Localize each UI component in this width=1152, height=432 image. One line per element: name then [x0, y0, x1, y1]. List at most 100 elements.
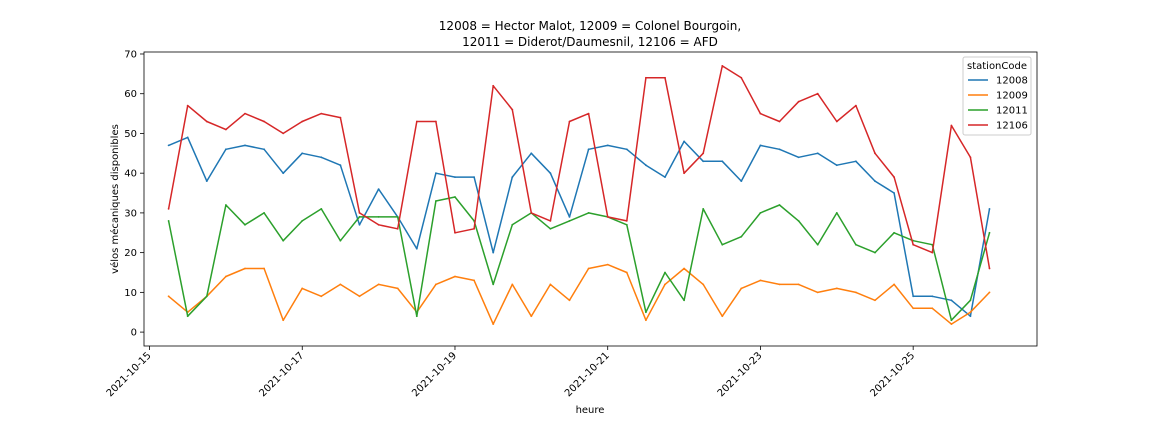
data-point-12009 — [167, 295, 170, 298]
data-point-12009 — [473, 279, 475, 282]
data-point-12011 — [282, 239, 285, 242]
data-point-12009 — [530, 315, 533, 318]
data-point-12009 — [625, 271, 628, 274]
data-point-12106 — [855, 104, 857, 107]
data-point-12008 — [568, 216, 571, 218]
data-point-12008 — [377, 188, 380, 191]
series-12009 — [167, 263, 991, 325]
data-point-12106 — [225, 128, 227, 131]
data-point-12009 — [511, 283, 514, 286]
data-point-12106 — [702, 152, 705, 155]
data-point-12008 — [721, 160, 724, 163]
data-point-12009 — [492, 323, 495, 325]
legend-title: stationCode — [967, 61, 1027, 72]
data-point-12009 — [778, 283, 781, 286]
data-point-12106 — [874, 152, 876, 155]
data-point-12009 — [912, 307, 915, 310]
data-point-12106 — [835, 120, 838, 123]
data-point-12008 — [855, 160, 857, 163]
data-point-12011 — [759, 212, 762, 214]
data-point-12009 — [855, 291, 857, 294]
series-line-12008 — [168, 136, 991, 317]
data-point-12008 — [702, 160, 705, 163]
data-point-12009 — [835, 287, 838, 290]
series-12106 — [167, 65, 991, 270]
chart-title-line-2: 12011 = Diderot/Daumesnil, 12106 = AFD — [462, 35, 718, 49]
series-line-12011 — [167, 196, 991, 321]
data-point-12008 — [625, 148, 628, 151]
data-point-12009 — [435, 283, 437, 286]
legend-label: 12009 — [996, 91, 1028, 102]
data-point-12008 — [320, 156, 323, 159]
data-point-12011 — [778, 204, 781, 206]
y-tick-label: 10 — [124, 288, 137, 299]
data-point-12008 — [339, 164, 342, 167]
data-point-12011 — [396, 216, 399, 218]
data-point-12008 — [511, 176, 514, 179]
data-point-12009 — [606, 263, 609, 266]
legend-box — [962, 56, 1032, 136]
data-point-12106 — [205, 120, 208, 123]
data-point-12009 — [320, 295, 323, 298]
data-point-12008 — [549, 172, 552, 175]
data-point-12009 — [816, 291, 819, 294]
data-point-12106 — [263, 120, 265, 123]
data-point-12011 — [721, 243, 724, 246]
x-tick-label: 2021-10-17 — [257, 350, 306, 399]
data-point-12011 — [568, 220, 571, 222]
data-point-12011 — [244, 223, 246, 226]
data-point-12008 — [835, 164, 838, 167]
data-point-12008 — [759, 144, 762, 147]
x-tick-label: 2021-10-21 — [563, 350, 612, 399]
data-point-12009 — [568, 299, 571, 302]
data-point-12011 — [816, 243, 819, 246]
data-point-12008 — [969, 315, 972, 318]
data-point-12009 — [931, 307, 934, 310]
data-point-12009 — [759, 279, 762, 282]
data-point-12106 — [568, 120, 571, 123]
data-point-12106 — [549, 220, 552, 222]
x-tick-label: 2021-10-15 — [105, 350, 154, 399]
data-point-12011 — [377, 216, 380, 218]
legend-label: 12011 — [996, 106, 1028, 117]
data-point-12009 — [740, 287, 743, 290]
data-point-12008 — [645, 164, 647, 167]
x-axis: 2021-10-15 2021-10-17 2021-10-19 2021-10-21… — [105, 346, 917, 399]
legend-entry-12011: 12011 — [968, 106, 1028, 117]
data-point-12106 — [320, 112, 323, 115]
data-point-12008 — [205, 180, 208, 183]
data-point-12106 — [244, 112, 246, 115]
data-point-12011 — [435, 200, 437, 202]
data-point-12009 — [645, 319, 647, 322]
data-point-12009 — [969, 311, 972, 314]
data-point-12011 — [415, 315, 418, 318]
data-point-12011 — [950, 319, 953, 322]
data-point-12011 — [683, 299, 685, 302]
chart-title-line-1: 12008 = Hector Malot, 12009 = Colonel Bo… — [439, 19, 741, 33]
data-point-12106 — [797, 100, 800, 103]
data-point-12008 — [931, 295, 934, 298]
y-tick-label: 30 — [124, 208, 137, 219]
data-point-12011 — [358, 216, 361, 218]
data-point-12008 — [912, 295, 915, 298]
x-tick-label: 2021-10-23 — [716, 350, 765, 399]
data-point-12106 — [721, 65, 724, 67]
series-12011 — [167, 196, 991, 322]
data-point-12106 — [415, 120, 418, 123]
data-point-12009 — [301, 287, 304, 290]
data-point-12106 — [759, 112, 762, 115]
legend-entry-12008: 12008 — [968, 76, 1028, 87]
data-point-12106 — [912, 243, 915, 246]
data-point-12008 — [263, 148, 265, 151]
data-point-12011 — [167, 220, 170, 222]
data-point-12106 — [396, 227, 399, 230]
data-point-12008 — [606, 144, 609, 147]
legend-label: 12008 — [996, 76, 1028, 87]
data-point-12009 — [950, 323, 953, 325]
data-point-12106 — [740, 76, 743, 79]
data-point-12106 — [377, 223, 380, 226]
data-point-12009 — [377, 283, 380, 286]
data-point-12011 — [893, 231, 895, 234]
data-point-12011 — [511, 223, 514, 226]
